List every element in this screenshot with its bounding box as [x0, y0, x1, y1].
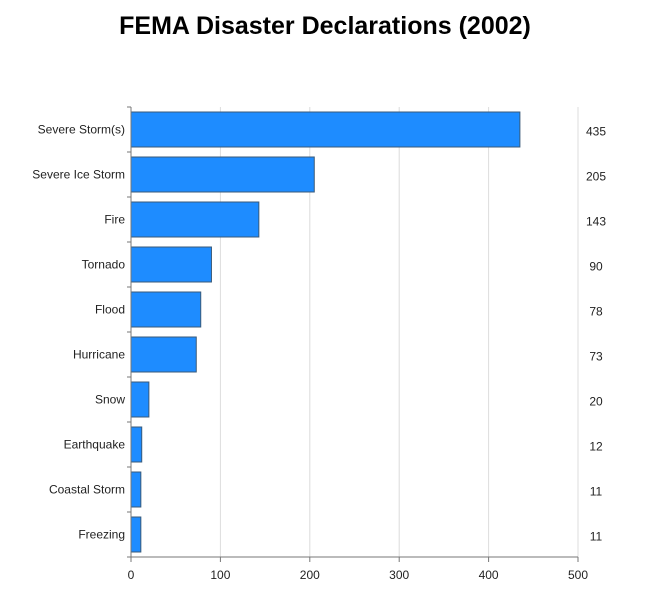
value-label: 205	[586, 170, 606, 184]
value-label: 78	[589, 305, 603, 319]
value-label: 11	[590, 485, 603, 499]
x-tick-label: 500	[568, 568, 588, 582]
bar	[130, 471, 142, 508]
bar	[130, 111, 521, 148]
x-tick-label: 300	[389, 568, 409, 582]
value-label: 435	[586, 125, 606, 139]
bar	[130, 426, 143, 463]
bar	[130, 156, 315, 193]
bar	[130, 516, 142, 553]
axes	[127, 106, 579, 562]
bars	[130, 111, 521, 553]
category-label: Coastal Storm	[49, 483, 125, 497]
category-label: Fire	[104, 213, 125, 227]
x-tick-label: 400	[479, 568, 499, 582]
category-label: Earthquake	[64, 438, 126, 452]
x-tick-label: 0	[128, 568, 135, 582]
category-label: Tornado	[82, 258, 126, 272]
bar	[130, 291, 202, 328]
bar	[130, 336, 197, 373]
category-label: Freezing	[78, 528, 125, 542]
value-label: 143	[586, 215, 606, 229]
bar	[130, 201, 260, 238]
chart-title: FEMA Disaster Declarations (2002)	[119, 12, 531, 40]
x-tick-label: 100	[210, 568, 230, 582]
value-label: 73	[589, 350, 603, 364]
category-label: Severe Storm(s)	[38, 123, 125, 137]
bar	[130, 246, 212, 283]
bar	[130, 381, 150, 418]
labels: Severe Storm(s) 435 Severe Ice Storm 205 Fir…	[32, 123, 606, 583]
value-label: 12	[589, 440, 603, 454]
value-label: 20	[589, 395, 603, 409]
x-tick-label: 200	[300, 568, 320, 582]
category-label: Flood	[95, 303, 125, 317]
value-label: 90	[589, 260, 603, 274]
value-label: 11	[590, 530, 603, 544]
category-label: Hurricane	[73, 348, 125, 362]
category-label: Snow	[95, 393, 125, 407]
category-label: Severe Ice Storm	[32, 168, 125, 182]
